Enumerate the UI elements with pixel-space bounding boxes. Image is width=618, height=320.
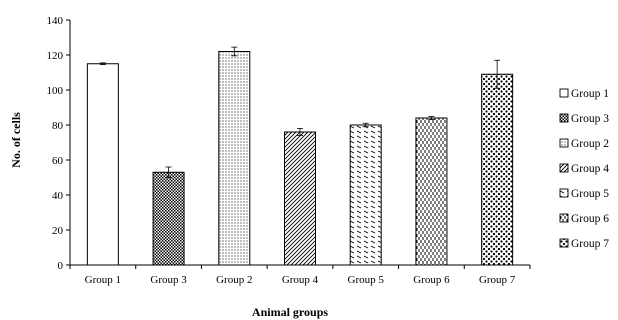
error-bar: [99, 62, 106, 66]
error-bar: [428, 116, 435, 120]
x-axis-label: Animal groups: [252, 305, 328, 319]
legend-swatch: [559, 213, 569, 223]
legend-item: Group 6: [559, 213, 609, 225]
legend-label: Group 7: [571, 238, 609, 250]
legend-label: Group 2: [571, 138, 609, 150]
bar: [481, 73, 514, 266]
error-bar: [165, 166, 172, 178]
error-bar: [297, 128, 303, 136]
legend-item: Group 2: [559, 138, 609, 150]
y-axis: 0 20 40 60 80 100 120 140: [47, 15, 71, 272]
legend: Group 1 Group 3 Group 2 Group 4 Group 5 Group…: [559, 88, 609, 250]
y-tick-label: 140: [47, 15, 64, 27]
y-axis-label: No. of cells: [9, 112, 23, 168]
legend-swatch: [559, 88, 569, 98]
legend-label: Group 1: [571, 88, 609, 100]
legend-label: Group 3: [571, 113, 609, 125]
error-bar: [494, 59, 501, 89]
x-tick-label: Group 4: [282, 274, 319, 286]
y-tick-label: 120: [47, 50, 64, 62]
y-tick-label: 100: [47, 85, 64, 97]
y-tick-label: 0: [58, 260, 64, 272]
error-bar: [231, 46, 238, 57]
x-axis: Group 1 Group 3 Group 2 Group 4 Group 5 Group…: [69, 264, 531, 286]
bars: [86, 51, 514, 266]
x-tick-label: Group 5: [348, 274, 385, 286]
legend-item: Group 7: [559, 238, 609, 250]
x-tick-label: Group 2: [216, 274, 252, 286]
y-tick-label: 60: [52, 155, 64, 167]
legend-item: Group 5: [559, 188, 609, 200]
legend-swatch: [559, 238, 569, 248]
legend-swatch: [559, 113, 569, 123]
legend-item: Group 1: [559, 88, 609, 100]
legend-item: Group 4: [559, 163, 609, 175]
bar: [86, 63, 119, 266]
y-tick-label: 40: [52, 190, 64, 202]
x-tick-label: Group 7: [479, 274, 516, 286]
error-bars: [99, 46, 501, 178]
x-tick-label: Group 1: [85, 274, 121, 286]
legend-label: Group 6: [571, 213, 609, 225]
bar: [152, 171, 185, 266]
legend-swatch: [559, 138, 569, 148]
y-tick-label: 20: [52, 225, 64, 237]
x-tick-label: Group 6: [413, 274, 450, 286]
legend-label: Group 5: [571, 188, 609, 200]
legend-swatch: [559, 163, 569, 173]
legend-swatch: [559, 188, 569, 198]
legend-label: Group 4: [571, 163, 609, 175]
bar: [284, 131, 316, 266]
bar: [415, 117, 448, 266]
legend-item: Group 3: [559, 113, 609, 125]
error-bar: [362, 122, 369, 128]
bar: [349, 124, 382, 266]
bar: [218, 51, 251, 266]
x-tick-label: Group 3: [150, 274, 187, 286]
y-tick-label: 80: [52, 120, 64, 132]
